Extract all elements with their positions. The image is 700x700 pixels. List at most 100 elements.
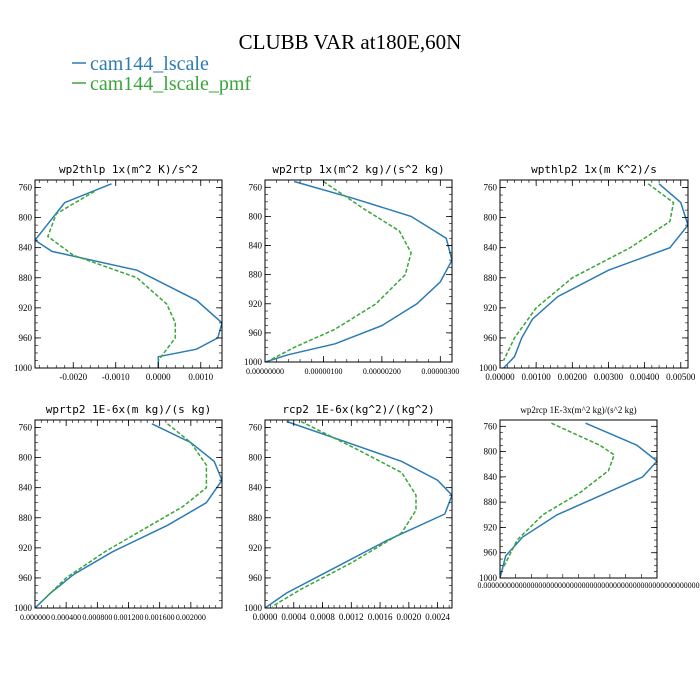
x-tick-label: 0.00100 xyxy=(522,372,552,382)
y-tick-label: 800 xyxy=(484,447,498,457)
y-tick-label: 960 xyxy=(249,573,263,583)
series-line-2 xyxy=(271,420,417,608)
x-tick-label: 0.0024 xyxy=(425,612,450,622)
y-tick-label: 1000 xyxy=(14,603,33,613)
panel-4: wprtp2 1E-6x(m kg)/(s kg) 760 800 840 880 920… xyxy=(14,403,223,622)
y-tick-label: 760 xyxy=(484,421,498,431)
y-tick-label: 880 xyxy=(249,513,263,523)
y-tick-label: 920 xyxy=(249,299,263,309)
y-tick-label: 960 xyxy=(484,333,498,343)
y-tick-label: 920 xyxy=(19,543,33,553)
series-line-2 xyxy=(270,180,412,361)
panel-5: rcp2 1E-6x(kg^2)/(kg^2) 760 800 840 880 920 96… xyxy=(244,403,453,622)
x-tick-label: 0.001200 xyxy=(114,613,144,622)
x-tick-label: 0.0016 xyxy=(368,612,393,622)
y-tick-label: 800 xyxy=(19,453,33,463)
plot-frame xyxy=(499,179,689,369)
y-tick-label: 1000 xyxy=(244,357,263,367)
x-tick-label: 0.0012 xyxy=(339,612,364,622)
x-tick-label: -0.0010 xyxy=(102,372,130,382)
y-tick-label: 760 xyxy=(19,423,33,433)
y-tick-label: 920 xyxy=(249,543,263,553)
series-line-1 xyxy=(265,180,452,362)
y-tick-label: 840 xyxy=(19,243,33,253)
y-tick-label: 800 xyxy=(249,453,263,463)
y-tick-label: 760 xyxy=(249,423,263,433)
panels: wp2thlp 1x(m^2 K)/s^2 760 800 840 880 920 960 1… xyxy=(14,163,700,622)
y-tick-label: 960 xyxy=(484,548,498,558)
figure-title: CLUBB VAR at180E,60N xyxy=(239,30,462,54)
y-tick-label: 800 xyxy=(484,213,498,223)
panel-1: wp2thlp 1x(m^2 K)/s^2 760 800 840 880 920 960 1… xyxy=(14,163,223,382)
legend-label-1: cam144_lscale xyxy=(90,53,209,75)
y-tick-label: 1000 xyxy=(14,363,33,373)
y-tick-label: 1000 xyxy=(479,573,498,583)
x-tick-label: 0.002000 xyxy=(176,613,206,622)
y-tick-label: 920 xyxy=(19,303,33,313)
panel-title: rcp2 1E-6x(kg^2)/(kg^2) xyxy=(282,403,434,416)
x-tick-label: 0.0008 xyxy=(310,612,335,622)
panel-title: wprtp2 1E-6x(m kg)/(s kg) xyxy=(46,403,212,416)
panel-6: wp2rcp 1E-3x(m^2 kg)/(s^2 kg) 760 800 840 88… xyxy=(478,405,700,590)
x-tick-label: 0.0000 xyxy=(253,612,278,622)
plot-frame xyxy=(264,419,453,609)
series-line-1 xyxy=(35,183,222,368)
y-tick-label: 840 xyxy=(249,241,263,251)
y-tick-label: 800 xyxy=(19,213,33,223)
series-line-1 xyxy=(503,183,688,368)
y-tick-label: 800 xyxy=(249,211,263,221)
panel-3: wpthlp2 1x(m K^2)/s 760 800 840 880 920 960 100… xyxy=(479,163,696,382)
y-tick-label: 920 xyxy=(484,303,498,313)
series-line-1 xyxy=(265,420,452,608)
y-tick-label: 760 xyxy=(19,183,33,193)
y-tick-label: 880 xyxy=(484,273,498,283)
legend-label-2: cam144_lscale_pmf xyxy=(90,73,251,95)
x-tick-label: 0.00000300 xyxy=(421,367,459,376)
y-tick-label: 880 xyxy=(19,273,33,283)
series-line-2 xyxy=(502,422,616,569)
x-tick-label: 0.00200 xyxy=(558,372,588,382)
y-tick-label: 840 xyxy=(484,243,498,253)
series-line-1 xyxy=(500,422,657,578)
x-tick-label: 0.000800 xyxy=(82,613,112,622)
x-tick-label: 0.0010 xyxy=(188,372,213,382)
x-tick-label: 0.00300 xyxy=(594,372,624,382)
x-tick-label: 0.00000000000000000000000000000000000000… xyxy=(478,581,700,590)
series-line-2 xyxy=(46,190,177,361)
y-tick-label: 840 xyxy=(484,472,498,482)
x-tick-label: 0.0020 xyxy=(396,612,421,622)
y-tick-label: 960 xyxy=(19,333,33,343)
y-tick-label: 760 xyxy=(484,183,498,193)
series-line-2 xyxy=(502,183,675,361)
y-tick-label: 840 xyxy=(19,483,33,493)
panel-2: wp2rtp 1x(m^2 kg)/(s^2 kg) 760 800 840 880 92… xyxy=(244,163,459,376)
x-tick-label: 0.00500 xyxy=(666,372,696,382)
panel-title: wp2rcp 1E-3x(m^2 kg)/(s^2 kg) xyxy=(520,405,636,415)
y-tick-label: 880 xyxy=(484,497,498,507)
y-tick-label: 1000 xyxy=(244,603,263,613)
series-line-2 xyxy=(42,423,208,602)
y-tick-label: 760 xyxy=(249,182,263,192)
y-tick-label: 960 xyxy=(249,328,263,338)
y-tick-label: 920 xyxy=(484,522,498,532)
y-tick-label: 960 xyxy=(19,573,33,583)
x-tick-label: 0.00000 xyxy=(485,372,515,382)
y-tick-label: 1000 xyxy=(479,363,498,373)
series-line-1 xyxy=(35,423,222,608)
x-tick-label: 0.000400 xyxy=(51,613,81,622)
x-tick-label: 0.00000200 xyxy=(363,367,401,376)
panel-title: wp2thlp 1x(m^2 K)/s^2 xyxy=(59,163,198,176)
y-tick-label: 880 xyxy=(19,513,33,523)
panel-title: wp2rtp 1x(m^2 kg)/(s^2 kg) xyxy=(272,163,444,176)
x-tick-label: -0.0020 xyxy=(59,372,87,382)
x-tick-label: 0.0000 xyxy=(146,372,171,382)
y-tick-label: 840 xyxy=(249,483,263,493)
panel-title: wpthlp2 1x(m K^2)/s xyxy=(531,163,657,176)
x-tick-label: 0.001600 xyxy=(145,613,175,622)
plot-frame xyxy=(34,179,223,369)
x-tick-label: 0.00000000 xyxy=(246,367,284,376)
x-tick-label: 0.0004 xyxy=(281,612,306,622)
y-tick-label: 880 xyxy=(249,270,263,280)
legend: cam144_lscale cam144_lscale_pmf xyxy=(72,53,251,95)
